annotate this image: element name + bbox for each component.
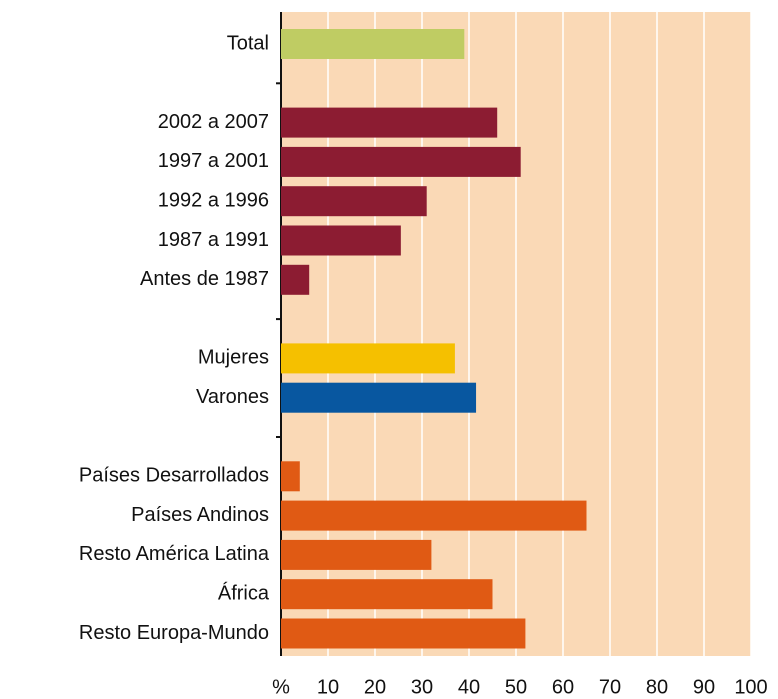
y-tick-label: Mujeres xyxy=(198,347,269,369)
x-tick-label: % xyxy=(272,676,290,698)
y-tick-label: 1987 a 1991 xyxy=(158,229,269,251)
y-tick-label: Resto América Latina xyxy=(79,543,270,565)
bar xyxy=(281,107,498,138)
y-tick-label: Total xyxy=(227,32,269,54)
y-tick-label: Resto Europa-Mundo xyxy=(79,622,269,644)
x-tick-label: 30 xyxy=(411,676,433,698)
x-tick-label: 50 xyxy=(505,676,527,698)
bar xyxy=(281,264,310,295)
bar xyxy=(281,461,300,492)
bar xyxy=(281,618,526,649)
bar xyxy=(281,225,401,256)
bar xyxy=(281,382,477,413)
bar xyxy=(281,29,465,59)
x-tick-label: 90 xyxy=(693,676,715,698)
x-tick-label: 10 xyxy=(317,676,339,698)
y-tick-label: Países Andinos xyxy=(131,504,269,526)
y-tick-label: Países Desarrollados xyxy=(79,465,269,487)
x-tick-label: 20 xyxy=(364,676,386,698)
y-tick-label: África xyxy=(218,581,270,604)
bar xyxy=(281,539,432,570)
y-tick-label: 1997 a 2001 xyxy=(158,150,269,172)
x-tick-label: 70 xyxy=(599,676,621,698)
bar xyxy=(281,500,587,531)
y-tick-label: Varones xyxy=(196,386,269,408)
x-tick-label: 40 xyxy=(458,676,480,698)
bar xyxy=(281,579,493,610)
x-tick-label: 80 xyxy=(646,676,668,698)
bar xyxy=(281,343,455,374)
x-tick-label: 100 xyxy=(734,676,767,698)
y-tick-label: 2002 a 2007 xyxy=(158,111,269,133)
y-tick-label: 1992 a 1996 xyxy=(158,189,269,211)
y-tick-label: Antes de 1987 xyxy=(140,268,269,290)
x-tick-label: 60 xyxy=(552,676,574,698)
bar xyxy=(281,186,427,217)
bar xyxy=(281,146,521,177)
